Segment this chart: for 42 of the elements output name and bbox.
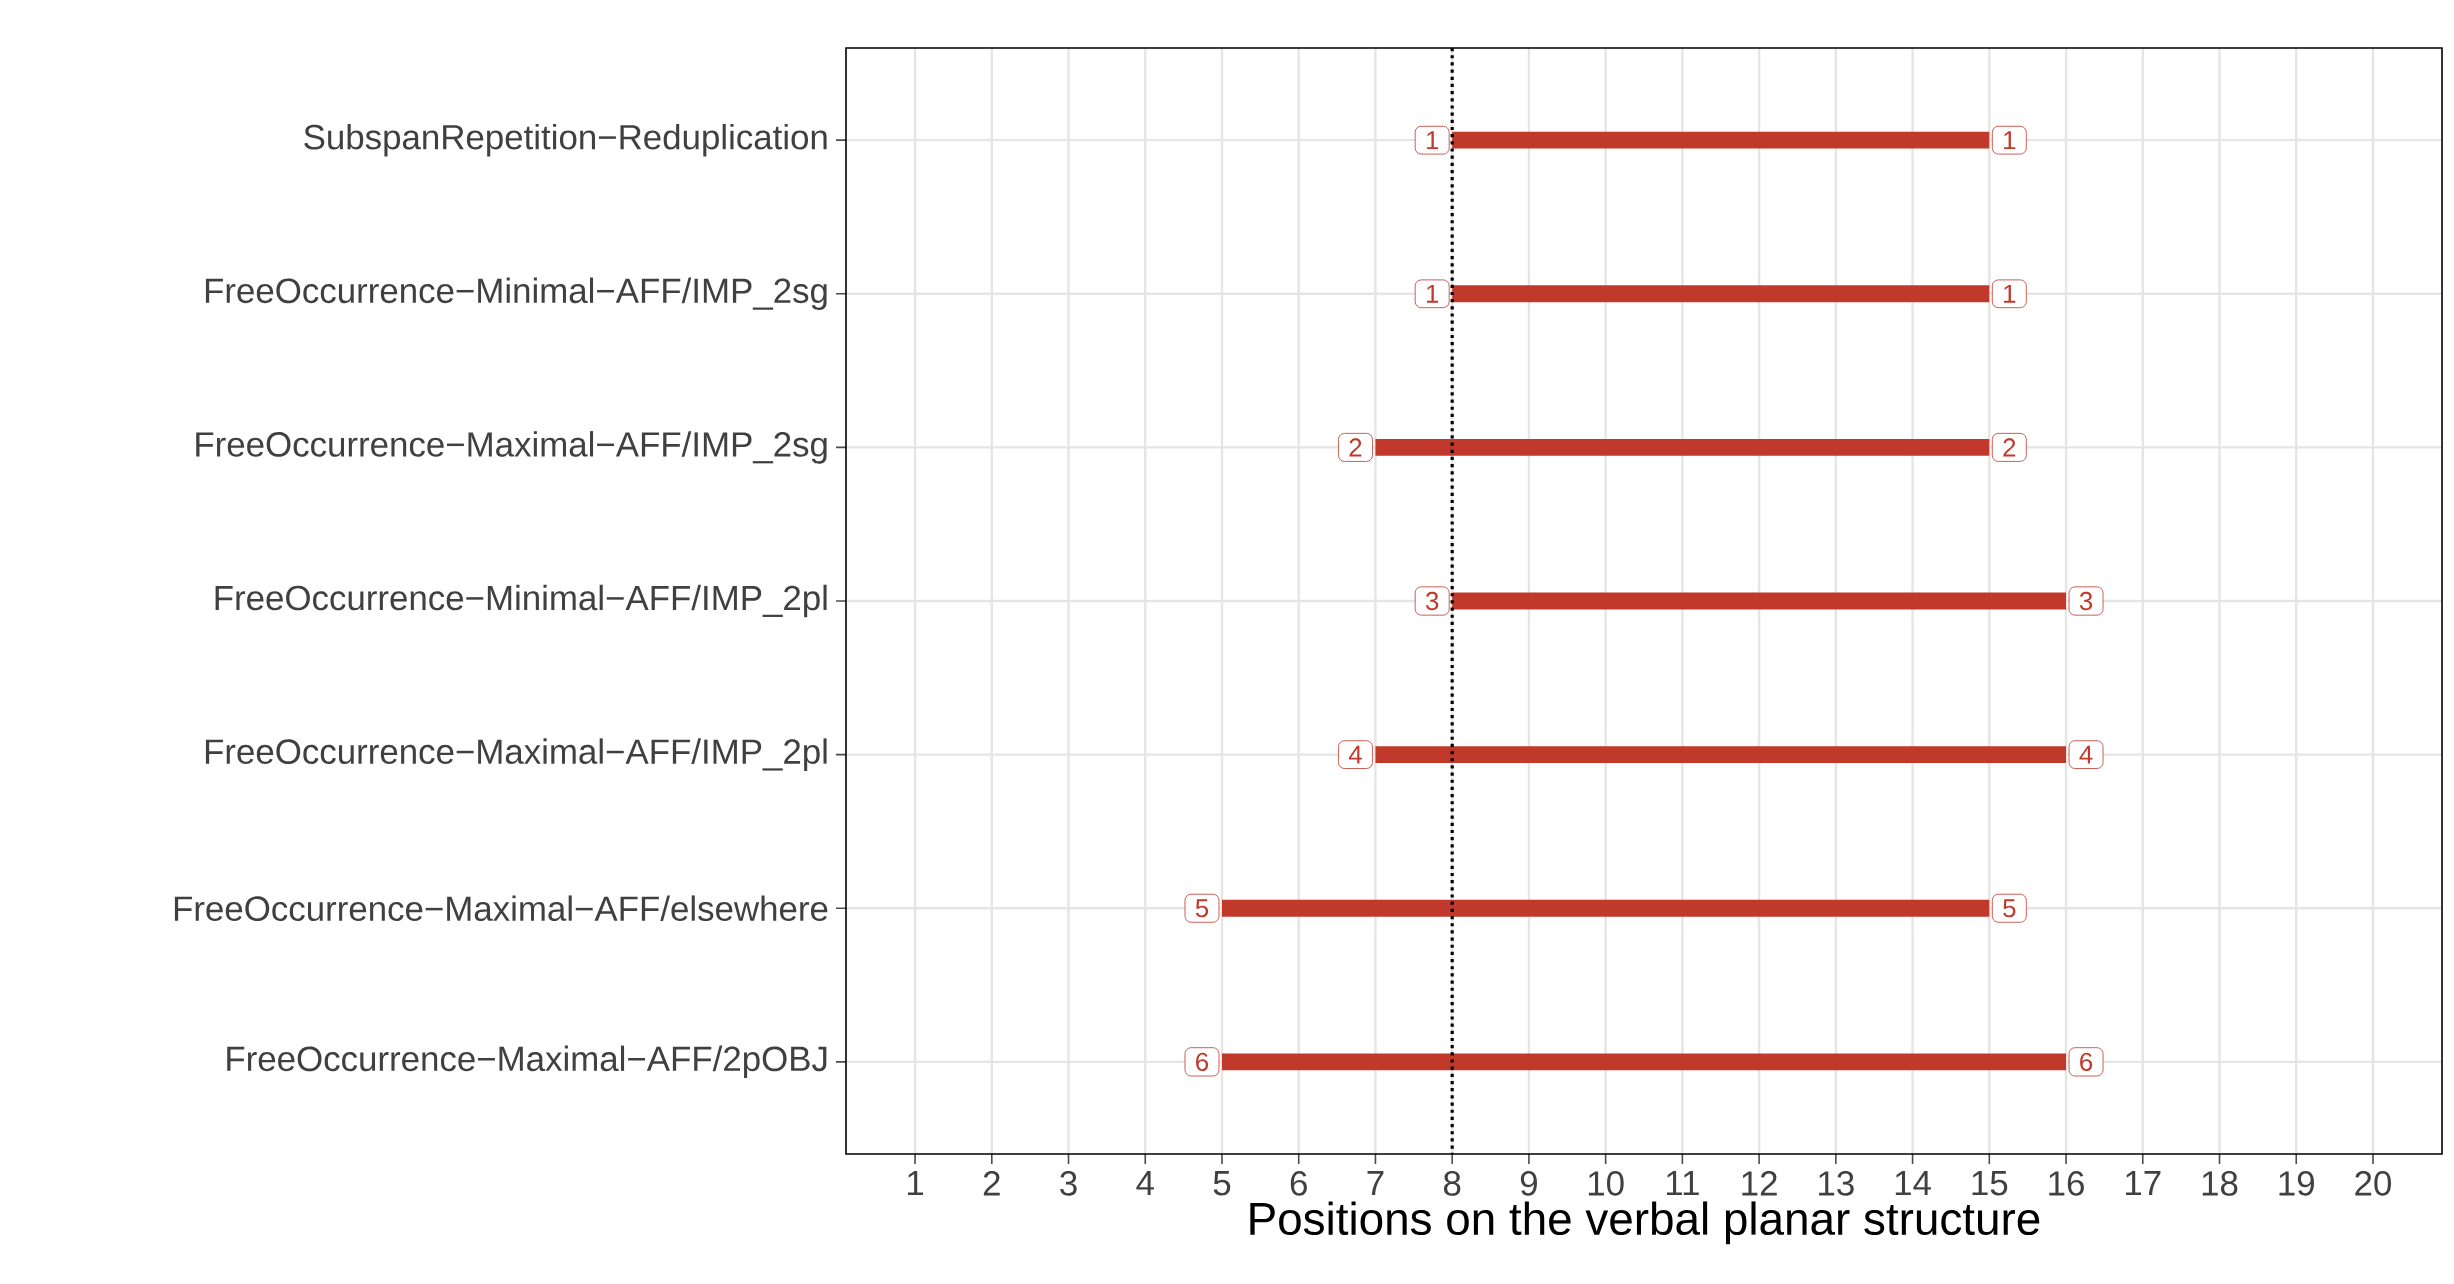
y-tick-label: SubspanRepetition−Reduplication	[304, 123, 827, 157]
x-tick-label: 4	[1136, 1171, 1154, 1196]
x-tick-label: 13	[1819, 1171, 1854, 1196]
x-tick-label: 10	[1588, 1171, 1624, 1196]
x-tick-label: 5	[1213, 1171, 1231, 1196]
annotation: 6	[2080, 1052, 2093, 1072]
annotation: 4	[2079, 745, 2093, 764]
y-tick-label: FreeOccurrence−Maximal−AFF/2pOBJ	[227, 1045, 827, 1079]
x-tick-label: 11	[1666, 1171, 1699, 1196]
x-axis-title: Positions on the verbal planar structure	[1250, 1201, 2040, 1245]
y-tick-label: FreeOccurrence−Minimal−AFF/IMP_2sg	[205, 277, 827, 311]
y-tick-label: FreeOccurrence−Maximal−AFF/IMP_2sg	[196, 431, 827, 464]
annotation: 6	[1196, 1052, 1209, 1072]
annotation: 1	[1426, 131, 1439, 150]
annotation: 5	[2003, 899, 2016, 918]
x-tick-label: 14	[1895, 1171, 1931, 1196]
x-tick-label: 1	[908, 1171, 924, 1196]
annotation: 5	[1195, 899, 1209, 918]
annotation: 3	[1425, 591, 1439, 611]
x-tick-label: 9	[1520, 1171, 1537, 1196]
x-tick-label: 17	[2126, 1171, 2161, 1196]
x-tick-label: 12	[1742, 1171, 1777, 1196]
annotation: 1	[2004, 131, 2016, 150]
y-tick-label: FreeOccurrence−Maximal−AFF/elsewhere	[174, 895, 828, 922]
annotation: 1	[2004, 284, 2016, 303]
annotation: 2	[1349, 438, 1362, 457]
y-tick-label: FreeOccurrence−Maximal−AFF/IMP_2pl	[205, 738, 827, 771]
annotation: 4	[1348, 745, 1362, 764]
x-tick-label: 7	[1367, 1171, 1384, 1196]
x-tick-label: 15	[1972, 1171, 2008, 1196]
x-tick-label: 8	[1443, 1171, 1461, 1196]
annotation: 1	[1426, 284, 1439, 303]
y-tick-label: FreeOccurrence−Minimal−AFF/IMP_2pl	[215, 584, 827, 618]
x-tick-label: 16	[2049, 1171, 2084, 1196]
x-tick-label: 19	[2279, 1171, 2314, 1196]
x-tick-label: 6	[1290, 1171, 1307, 1196]
x-tick-label: 20	[2355, 1171, 2391, 1196]
x-tick-label: 3	[1060, 1171, 1077, 1196]
x-tick-label: 18	[2202, 1171, 2238, 1196]
annotation: 2	[2003, 438, 2016, 457]
x-tick-label: 2	[983, 1171, 1000, 1196]
annotation: 3	[2079, 591, 2093, 611]
